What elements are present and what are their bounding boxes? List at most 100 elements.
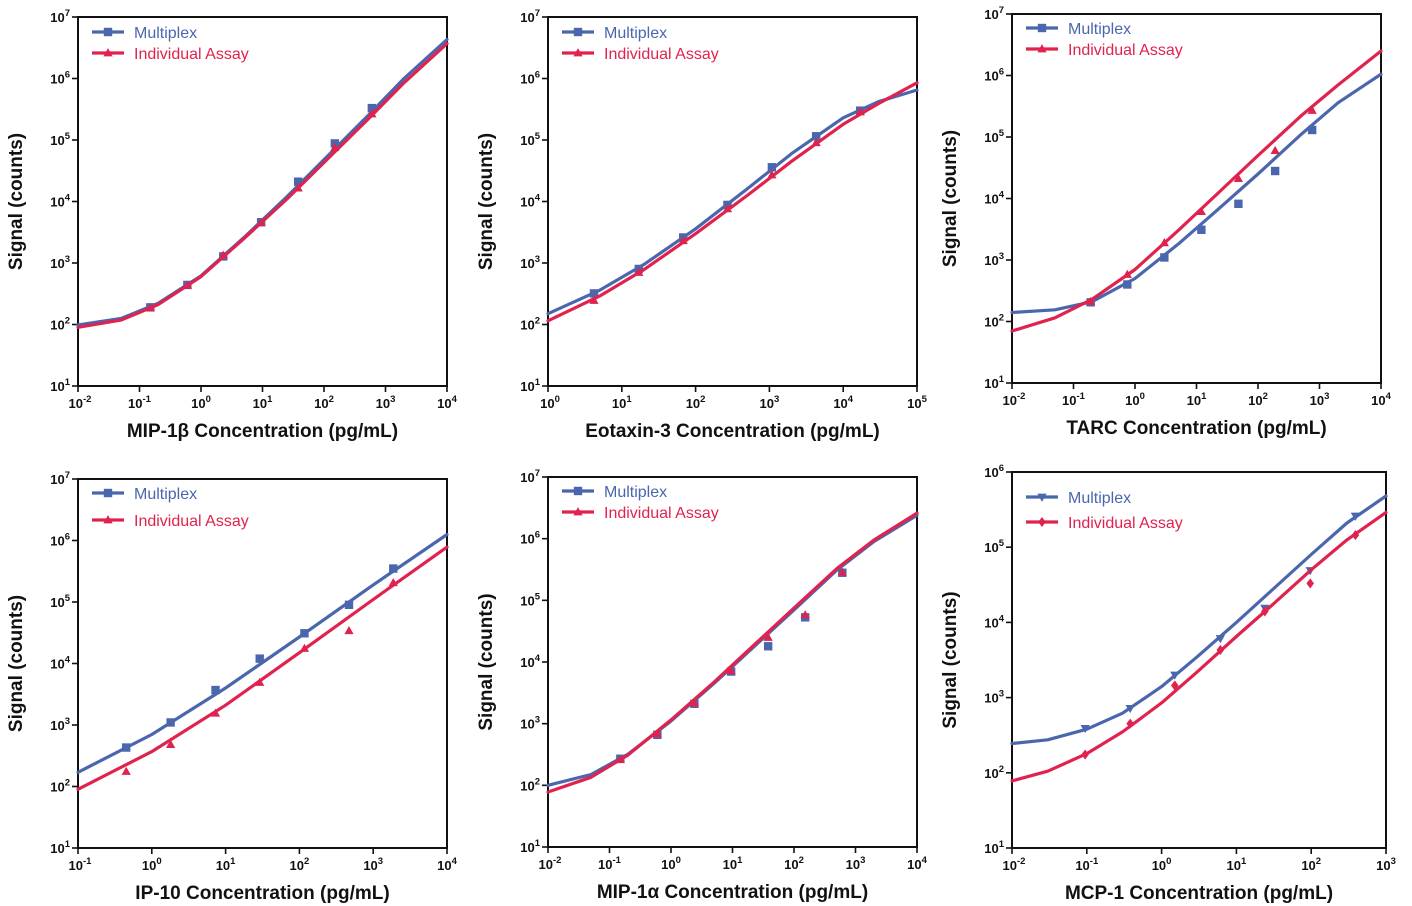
panel-3: 10-2 10-1 100 101 102 103 104 101 102 103 104 105 10… <box>940 5 1392 439</box>
multiplex-point <box>1160 253 1169 262</box>
individual-assay-point <box>678 235 688 245</box>
x-tick-label: 101 <box>612 394 632 411</box>
legend-marker-multiplex <box>1037 493 1047 502</box>
legend-label-multiplex: Multiplex <box>1068 21 1131 38</box>
individual-assay-point <box>800 610 810 619</box>
multiplex-point <box>300 629 309 638</box>
legend-marker-multiplex <box>1037 23 1047 33</box>
legend-marker-individual-assay <box>1037 44 1047 53</box>
individual-assay-point <box>218 250 228 259</box>
x-tick-label: 100 <box>1152 856 1172 873</box>
individual-assay-point <box>1233 173 1244 183</box>
legend-marker-multiplex <box>573 27 583 37</box>
x-tick-label: 10-1 <box>1075 856 1099 873</box>
multiplex-point <box>1170 671 1180 680</box>
y-axis-title: Signal (counts) <box>940 591 961 728</box>
x-tick-label: 100 <box>191 394 211 411</box>
individual-assay-fit-line <box>546 81 919 323</box>
x-tick-label: 102 <box>784 855 804 872</box>
individual-assay-point <box>1196 206 1206 216</box>
y-tick-label: 103 <box>520 254 540 271</box>
individual-assay-point <box>145 303 155 312</box>
y-tick-label: 104 <box>984 613 1004 630</box>
x-tick-label: 101 <box>723 855 743 872</box>
x-axis-title: Eotaxin-3 Concentration (pg/mL) <box>585 421 880 442</box>
legend-label-multiplex: Multiplex <box>134 25 197 42</box>
individual-assay-fit-line <box>76 42 449 329</box>
individual-assay-point <box>726 665 736 675</box>
x-tick-label: 103 <box>1310 391 1330 408</box>
x-tick-label: 104 <box>437 394 457 411</box>
multiplex-point <box>255 654 264 663</box>
y-tick-label: 105 <box>520 131 540 148</box>
x-tick-label: 10-2 <box>539 855 562 872</box>
plot-frame <box>1011 13 1382 384</box>
y-tick-label: 105 <box>50 131 70 148</box>
individual-assay-fit-line <box>546 511 919 794</box>
legend-label-multiplex: Multiplex <box>1068 490 1131 507</box>
individual-assay-point <box>210 708 221 717</box>
individual-assay-point <box>1126 718 1134 729</box>
y-axis-title: Signal (counts) <box>6 595 27 732</box>
y-tick-label: 103 <box>984 251 1004 268</box>
x-tick-label: 10-2 <box>1003 856 1026 873</box>
legend-marker-individual-assay <box>573 507 583 516</box>
x-tick-label: 102 <box>1301 856 1321 873</box>
x-axis-title: MIP-1α Concentration (pg/mL) <box>597 882 868 903</box>
y-tick-label: 101 <box>984 839 1004 856</box>
legend-label-individual-assay: Individual Assay <box>1068 515 1183 532</box>
individual-assay-point <box>166 739 176 748</box>
individual-assay-point <box>767 170 777 179</box>
x-tick-label: 10-1 <box>128 394 152 411</box>
individual-assay-fit-line <box>1010 510 1388 783</box>
individual-assay-point <box>837 567 847 576</box>
x-tick-label: 104 <box>833 394 853 411</box>
plot-frame <box>547 476 918 848</box>
legend-label-multiplex: Multiplex <box>134 486 197 503</box>
multiplex-point <box>1270 166 1280 176</box>
multiplex-fit-line <box>546 513 919 787</box>
y-tick-label: 103 <box>50 254 70 271</box>
multiplex-point <box>293 177 303 186</box>
multiplex-point <box>811 132 821 141</box>
y-tick-label: 107 <box>50 8 70 25</box>
x-tick-label: 101 <box>253 394 273 411</box>
y-tick-label: 106 <box>50 532 70 549</box>
multiplex-point <box>389 564 398 573</box>
individual-assay-point <box>182 280 192 289</box>
individual-assay-point <box>1270 145 1280 155</box>
x-tick-label: 100 <box>1125 391 1145 408</box>
x-axis-title: TARC Concentration (pg/mL) <box>1066 418 1326 439</box>
y-axis-title: Signal (counts) <box>940 130 961 267</box>
y-tick-label: 102 <box>50 316 70 333</box>
y-tick-label: 104 <box>50 655 70 672</box>
y-axis-title: Signal (counts) <box>476 133 497 270</box>
plot-frame <box>77 16 448 387</box>
legend-marker-individual-assay <box>103 48 113 57</box>
x-axis-title: IP-10 Concentration (pg/mL) <box>135 883 389 904</box>
x-tick-label: 102 <box>290 856 310 873</box>
x-tick-label: 10-2 <box>1003 391 1026 408</box>
legend-label-multiplex: Multiplex <box>604 484 667 501</box>
multiplex-point <box>211 685 220 695</box>
individual-assay-point <box>255 677 265 686</box>
individual-assay-point <box>1159 238 1169 247</box>
x-tick-label: 105 <box>907 394 927 411</box>
multiplex-point <box>122 743 131 752</box>
y-tick-label: 105 <box>984 538 1004 555</box>
multiplex-fit-line <box>1010 72 1383 315</box>
y-tick-label: 107 <box>520 468 540 485</box>
x-tick-label: 102 <box>1248 391 1268 408</box>
legend-label-individual-assay: Individual Assay <box>1068 42 1183 59</box>
panel-4: 10-1 100 101 102 103 104 101 102 103 104 105 106 107… <box>6 470 458 904</box>
plot-frame <box>1011 471 1387 849</box>
y-tick-label: 102 <box>984 313 1004 330</box>
x-tick-label: 101 <box>216 856 236 873</box>
multiplex-point <box>589 289 599 298</box>
x-tick-label: 104 <box>1371 391 1391 408</box>
y-tick-label: 104 <box>520 193 540 210</box>
legend-marker-individual-assay <box>1038 516 1046 528</box>
multiplex-fit-line <box>546 88 919 316</box>
y-tick-label: 103 <box>984 689 1004 706</box>
y-tick-label: 102 <box>520 776 540 793</box>
